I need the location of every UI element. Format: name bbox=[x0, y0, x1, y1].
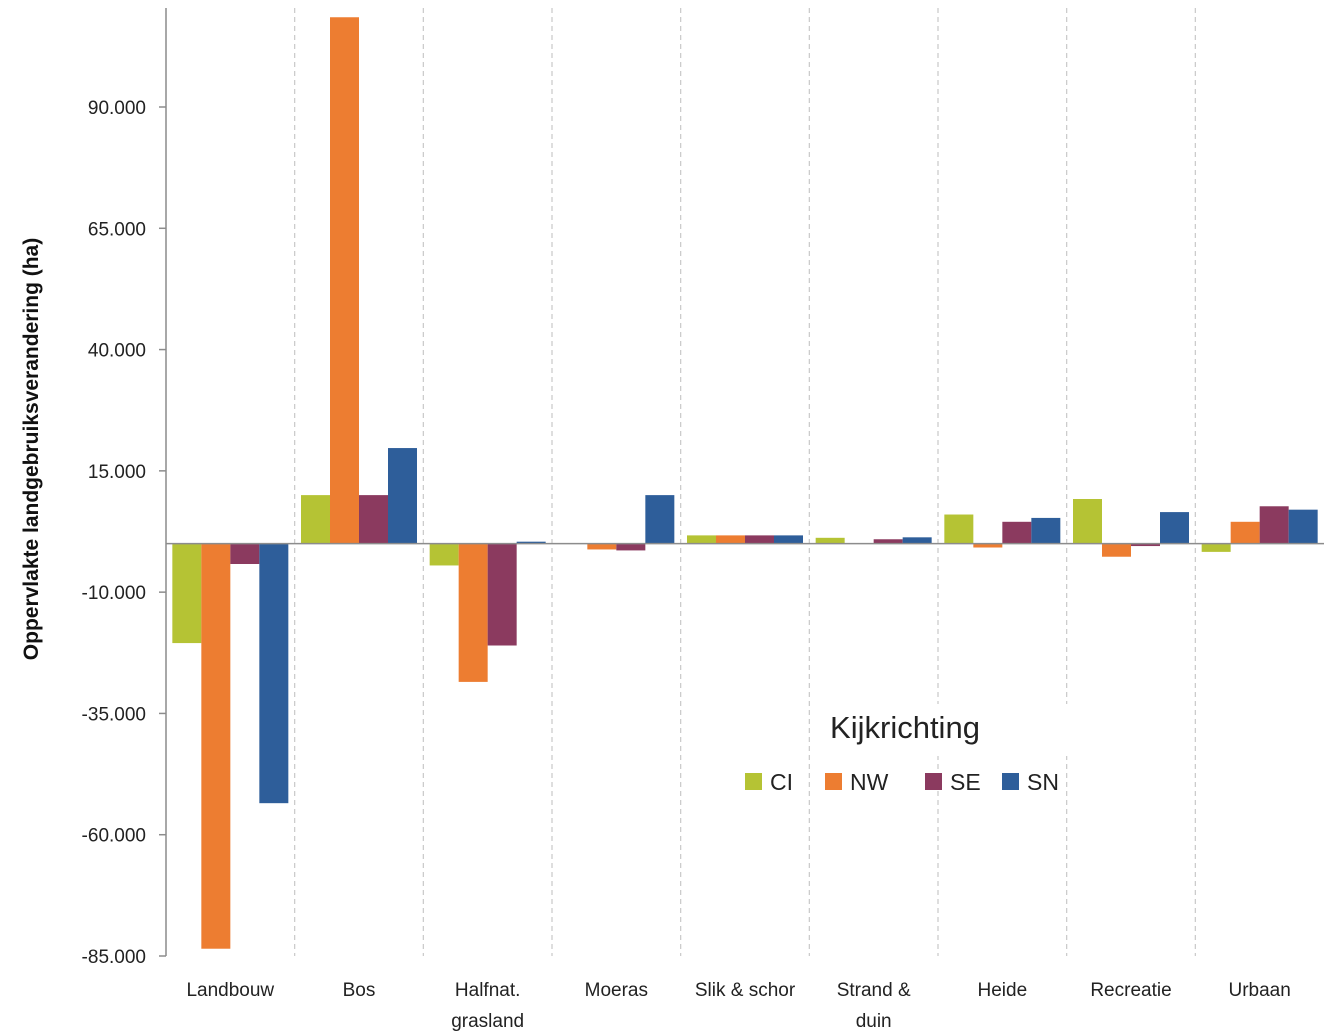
bar-ci bbox=[1073, 498, 1102, 544]
bar-se bbox=[745, 535, 774, 544]
x-category-label: Moeras bbox=[585, 980, 648, 1001]
bar-nw bbox=[201, 543, 231, 949]
bar-sn bbox=[1288, 509, 1318, 544]
legend-items: CI NW SE SN bbox=[745, 769, 1059, 795]
y-tick-label: -35.000 bbox=[82, 704, 146, 725]
x-category-label: Recreatie bbox=[1090, 980, 1171, 1001]
bar-se bbox=[1259, 506, 1289, 544]
legend-swatch-ci bbox=[745, 773, 762, 790]
legend-label-ci: CI bbox=[770, 769, 793, 795]
bar-nw bbox=[1230, 521, 1260, 544]
bar-se bbox=[1131, 543, 1160, 547]
bar-se bbox=[873, 539, 903, 544]
bar-sn bbox=[645, 495, 675, 544]
bar-ci bbox=[815, 537, 845, 544]
x-category-label: grasland bbox=[451, 1011, 524, 1032]
legend-label-se: SE bbox=[950, 769, 981, 795]
bars-group bbox=[172, 17, 1318, 949]
bar-se bbox=[1002, 521, 1032, 544]
bar-sn bbox=[1160, 512, 1189, 544]
bar-ci bbox=[687, 535, 716, 544]
legend-swatch-nw bbox=[825, 773, 842, 790]
legend-title: Kijkrichting bbox=[830, 710, 980, 745]
y-tick-label: 15.000 bbox=[88, 462, 146, 483]
y-tick-label: 65.000 bbox=[88, 219, 146, 240]
legend-title-backdrop bbox=[818, 704, 1076, 756]
x-category-label: Heide bbox=[978, 980, 1028, 1001]
x-category-label: Slik & schor bbox=[695, 980, 796, 1001]
y-tick-label: 90.000 bbox=[88, 98, 146, 119]
bar-sn bbox=[1031, 517, 1061, 544]
legend-swatch-se bbox=[925, 773, 942, 790]
y-axis-label: Oppervlakte landgebruiksverandering (ha) bbox=[20, 238, 43, 660]
bar-nw bbox=[1102, 543, 1131, 557]
bar-nw bbox=[587, 543, 617, 550]
bar-nw bbox=[458, 543, 488, 682]
x-category-label: Landbouw bbox=[186, 980, 274, 1001]
y-tick-label: -10.000 bbox=[82, 583, 146, 604]
x-category-label: Urbaan bbox=[1229, 980, 1291, 1001]
bar-se bbox=[359, 495, 388, 544]
bar-nw bbox=[716, 535, 745, 544]
x-category-label: Strand & bbox=[837, 980, 911, 1001]
bar-se bbox=[487, 543, 517, 646]
bar-ci bbox=[944, 514, 974, 544]
bar-nw bbox=[973, 543, 1003, 548]
x-category-label: duin bbox=[856, 1011, 892, 1032]
y-tick-label: -60.000 bbox=[82, 826, 146, 847]
bar-ci bbox=[429, 543, 459, 566]
bar-sn bbox=[388, 448, 417, 544]
legend-label-sn: SN bbox=[1027, 769, 1059, 795]
legend-swatch-sn bbox=[1002, 773, 1019, 790]
bar-nw bbox=[330, 17, 359, 544]
y-tick-label: -85.000 bbox=[82, 947, 146, 968]
x-axis-category-labels: Landbouw Bos Halfnat. grasland Moeras Slik & … bbox=[186, 980, 1290, 1032]
bar-sn bbox=[774, 535, 803, 544]
legend: Kijkrichting CI NW SE SN bbox=[745, 710, 1059, 795]
legend-label-nw: NW bbox=[850, 769, 889, 795]
bar-ci bbox=[172, 543, 202, 644]
bar-sn bbox=[259, 543, 289, 804]
category-separators bbox=[294, 8, 1196, 956]
bar-ci bbox=[1201, 543, 1231, 552]
x-category-label: Halfnat. bbox=[455, 980, 520, 1001]
bar-sn bbox=[902, 537, 932, 544]
y-tick-label: 40.000 bbox=[88, 341, 146, 362]
y-axis-ticks: 90.000 65.000 40.000 15.000 -10.000 -35.000 -6… bbox=[82, 98, 166, 968]
bar-sn bbox=[516, 541, 546, 544]
bar-se bbox=[230, 543, 260, 565]
bar-se bbox=[616, 543, 646, 551]
bar-ci bbox=[301, 495, 330, 544]
x-category-label: Bos bbox=[343, 980, 376, 1001]
